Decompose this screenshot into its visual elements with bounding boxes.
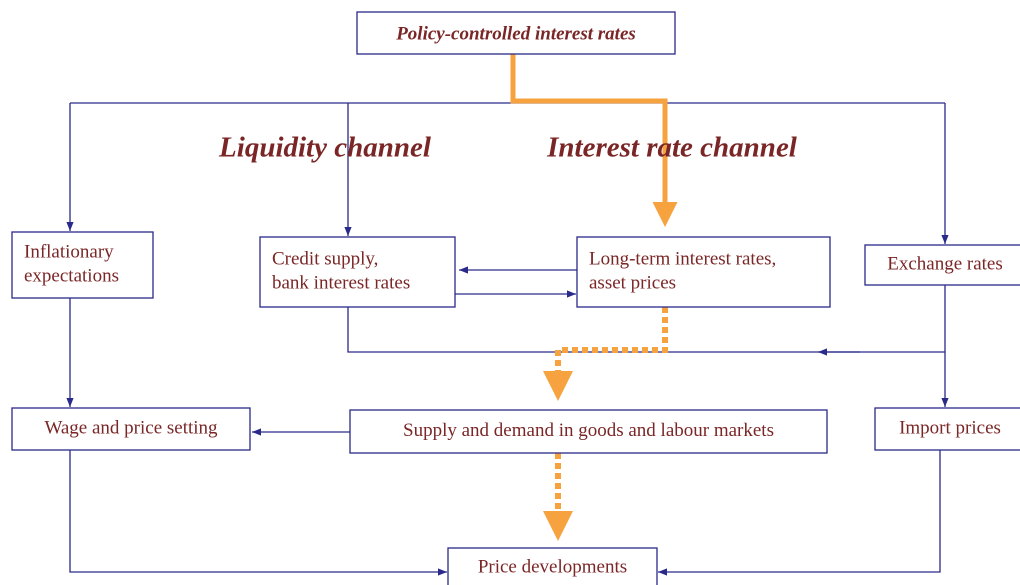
node-box — [11, 407, 251, 451]
node-box — [349, 409, 828, 454]
nodes: Inflationary expectations Credit supply, ba… — [11, 231, 1020, 585]
channel-label: Interest rate channel — [546, 132, 798, 164]
node-box — [447, 547, 658, 585]
node-label: Price developments — [478, 556, 627, 577]
connectors — [66, 54, 949, 576]
node-label: asset prices — [589, 272, 676, 293]
node-box — [874, 407, 1020, 451]
node-box — [576, 236, 831, 308]
channel-label: Liquidity channel — [218, 132, 432, 164]
node-box — [864, 244, 1020, 286]
node-box — [11, 231, 154, 299]
node-label: Import prices — [899, 417, 1001, 438]
node-label: Supply and demand in goods and labour ma… — [403, 420, 774, 441]
title: Policy-controlled interest rates — [395, 23, 636, 44]
node-box — [259, 236, 456, 308]
node-label: expectations — [24, 265, 119, 286]
node-label: bank interest rates — [272, 272, 410, 293]
node-label: Long-term interest rates, — [589, 248, 776, 269]
node-label: Wage and price setting — [44, 417, 218, 438]
node-label: Inflationary — [24, 241, 114, 262]
title-box — [356, 11, 676, 55]
node-label: Credit supply, — [272, 248, 378, 269]
node-label: Exchange rates — [887, 253, 1003, 274]
